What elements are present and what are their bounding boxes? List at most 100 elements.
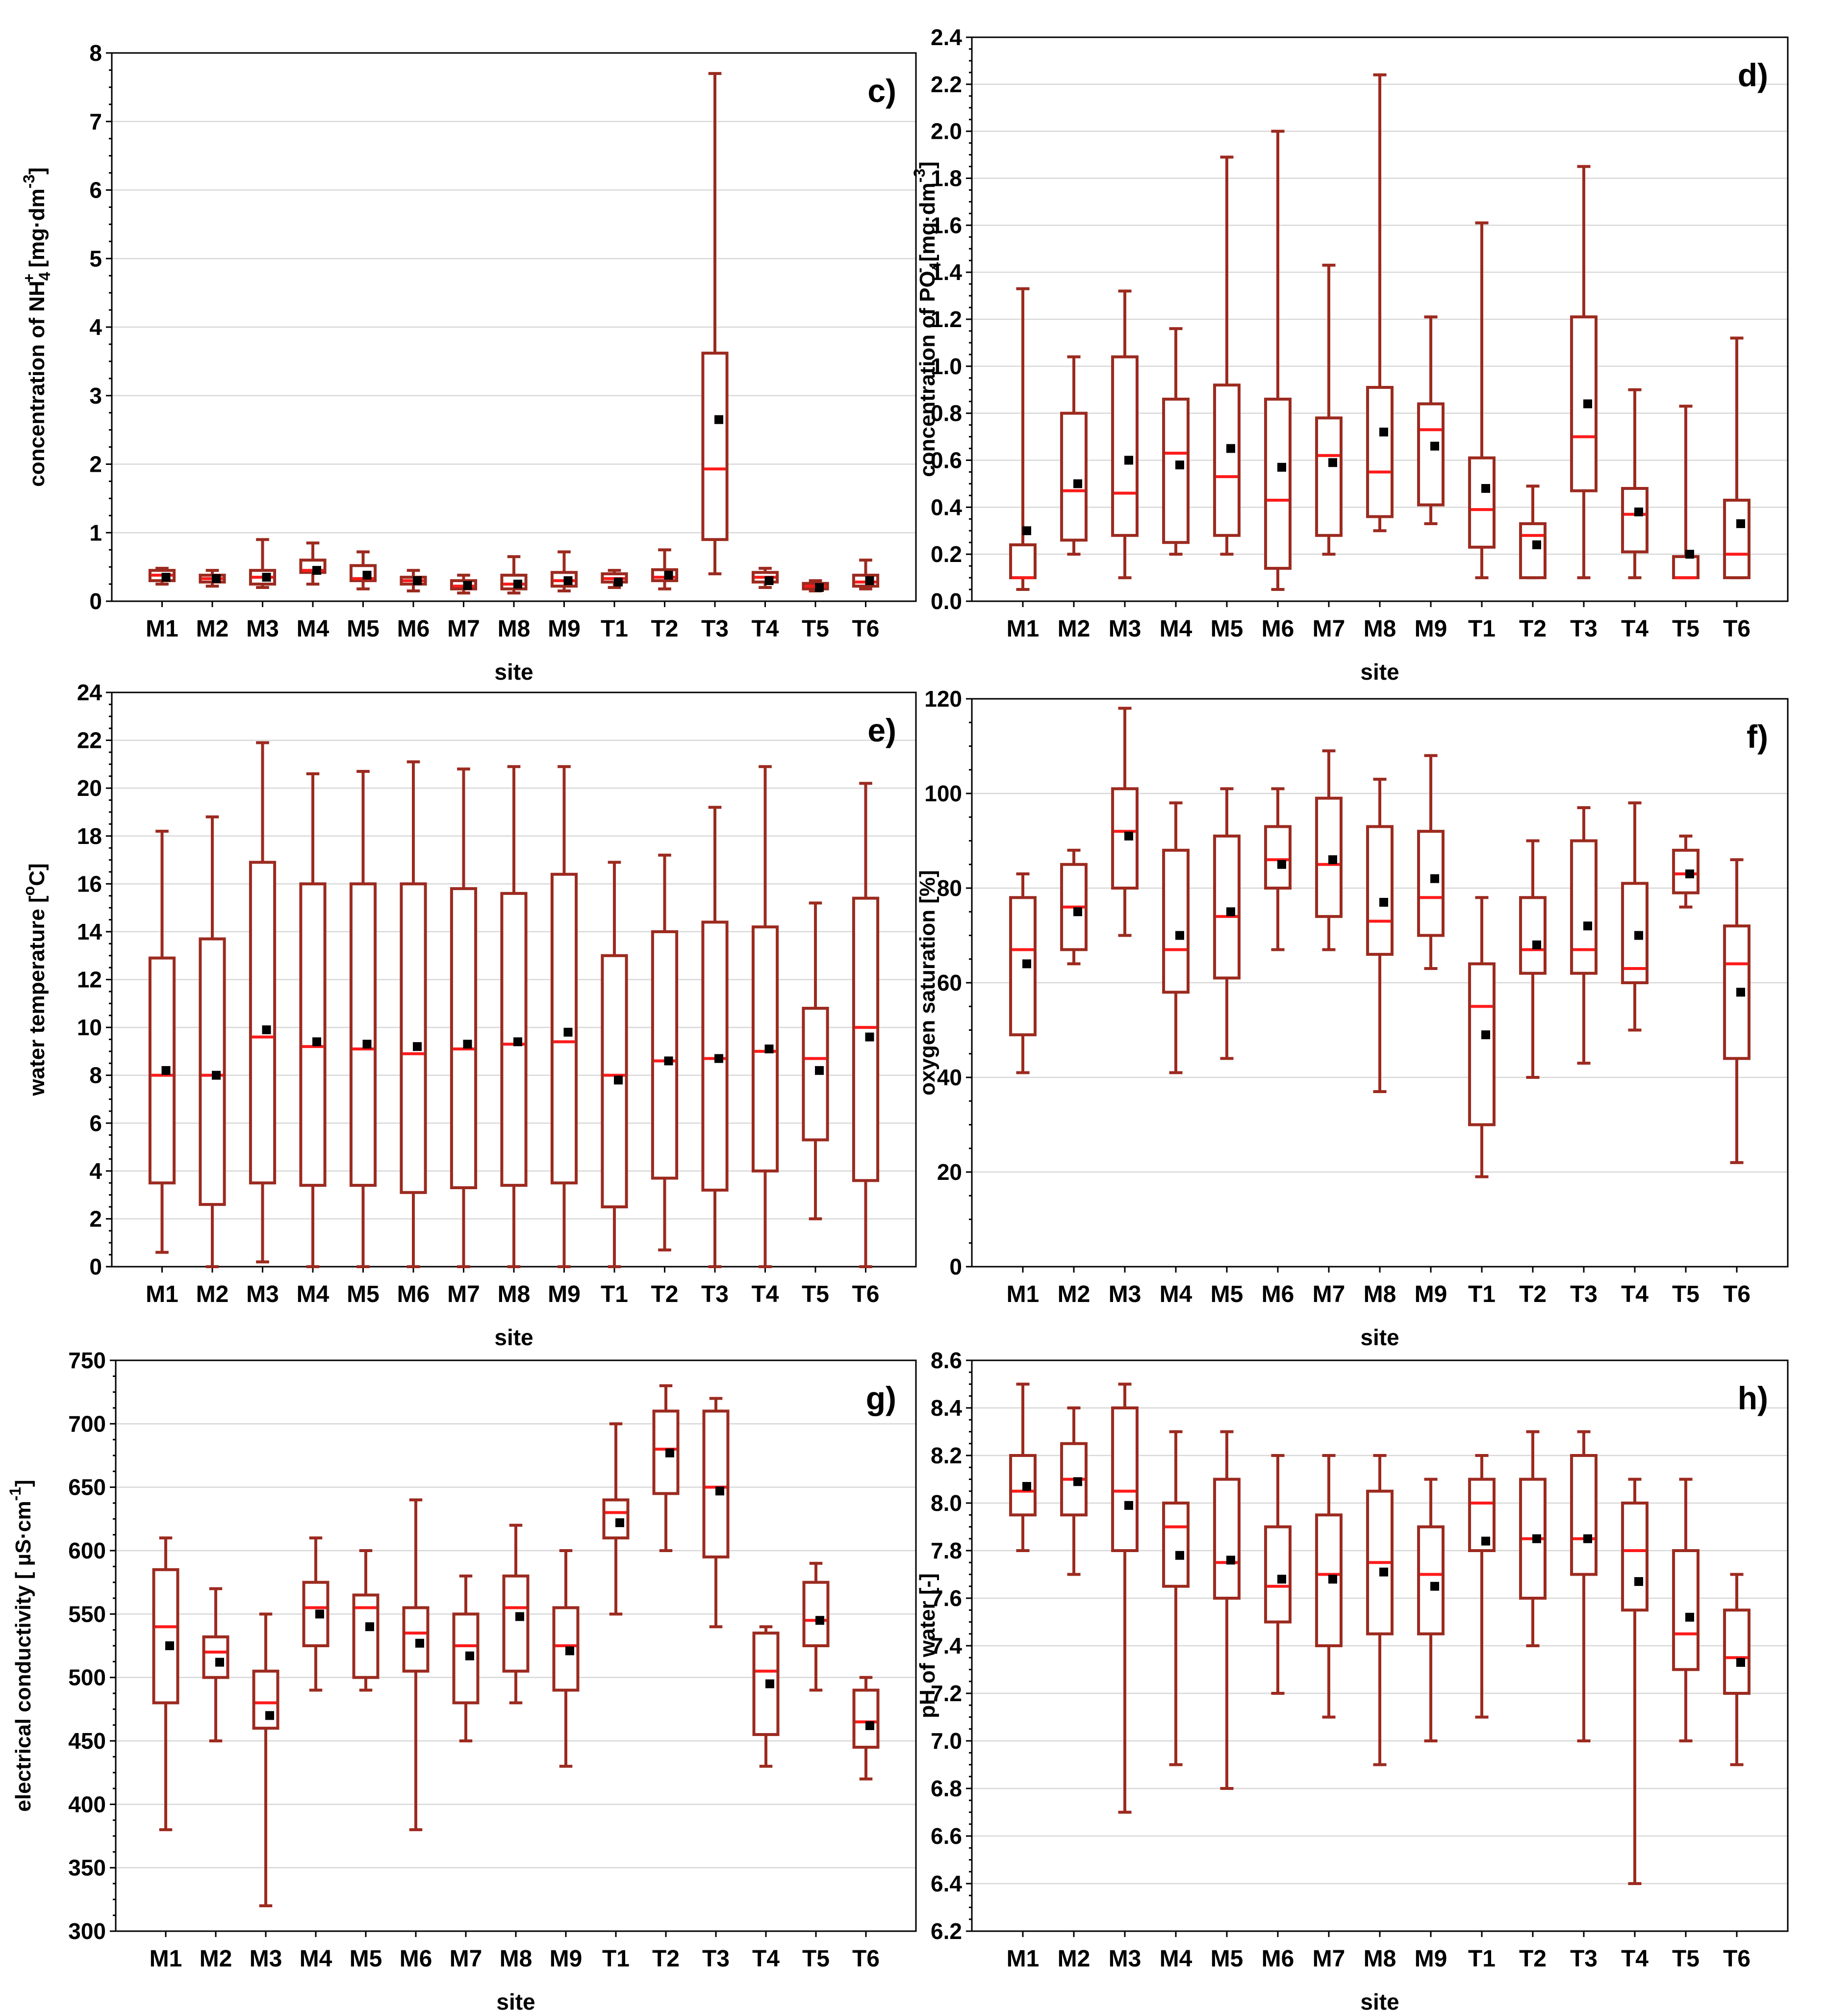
x-axis-title: site	[1360, 659, 1399, 685]
x-tick-label: T3	[1570, 1281, 1598, 1307]
x-tick-label: M7	[1313, 616, 1345, 642]
y-axis-title-part: -1	[6, 1487, 24, 1501]
box	[1723, 498, 1751, 580]
x-tick-label: M4	[297, 616, 330, 642]
x-tick-label: M1	[150, 1946, 182, 1972]
y-tick-label: 7.6	[931, 1585, 962, 1611]
y-tick-label: 4	[89, 1158, 102, 1184]
x-tick-label: M7	[447, 616, 480, 642]
mean-marker	[1022, 526, 1031, 536]
mean-marker	[212, 1071, 221, 1080]
y-tick-label: 2.0	[931, 119, 962, 144]
y-tick-label: 1.6	[931, 212, 962, 238]
box	[249, 861, 277, 1185]
box	[1468, 962, 1496, 1126]
mean-marker	[1634, 1577, 1643, 1586]
x-axis-title: site	[494, 1325, 533, 1350]
y-tick-label: 24	[77, 680, 102, 705]
box	[1264, 1525, 1292, 1624]
x-tick-label: T2	[1519, 616, 1547, 642]
y-tick-label: 2	[89, 1206, 102, 1231]
y-axis-title: concentration of NH4+ [mg·dm-3]	[20, 167, 53, 487]
x-tick-label: M3	[1109, 616, 1142, 642]
y-axis-title-part: [mg·dm	[915, 182, 939, 268]
y-tick-label: 6.2	[931, 1918, 962, 1944]
box	[1468, 456, 1496, 549]
mean-marker	[1685, 869, 1694, 879]
mean-marker	[161, 1066, 171, 1075]
y-axis-title-part: electrical conductivity [ µS·cm	[11, 1501, 35, 1812]
x-tick-label: T5	[1672, 1281, 1700, 1307]
y-tick-label: 350	[68, 1855, 106, 1881]
y-tick-label: 300	[68, 1918, 106, 1944]
panel-label: h)	[1738, 1380, 1768, 1416]
mean-marker	[1277, 860, 1286, 869]
box	[152, 1568, 179, 1705]
y-tick-label: 12	[77, 967, 102, 993]
y-tick-label: 6	[89, 178, 102, 203]
x-tick-label: T6	[852, 616, 879, 642]
mean-marker	[1430, 441, 1439, 451]
y-tick-label: 7.0	[931, 1728, 962, 1754]
x-axis-title: site	[1360, 1989, 1399, 2015]
mean-marker	[1328, 1575, 1337, 1584]
x-tick-label: T5	[802, 1946, 830, 1972]
mean-marker	[1634, 507, 1643, 516]
chart-panel-d: 0.0 0.2 0.4 0.6 0.8 1.0 1.2 1.4 1.6 1.8 2.0 2.2 2.4 M…	[911, 25, 1789, 685]
mean-marker	[1685, 550, 1694, 559]
mean-marker	[413, 1042, 422, 1051]
x-tick-label: M3	[246, 616, 279, 642]
mean-marker	[1175, 1551, 1184, 1560]
y-axis-title: water temperature [oC]	[20, 863, 49, 1096]
y-tick-label: 3	[89, 383, 102, 408]
x-tick-label: M6	[397, 1281, 430, 1307]
y-tick-label: 8.4	[931, 1395, 962, 1421]
y-tick-label: 6.8	[931, 1776, 962, 1801]
x-tick-label: T3	[702, 1946, 730, 1972]
mean-marker	[1226, 907, 1235, 917]
x-tick-label: M6	[1262, 1946, 1294, 1972]
mean-marker	[212, 574, 221, 583]
mean-marker	[1379, 1567, 1388, 1577]
x-tick-label: M5	[1211, 1946, 1243, 1972]
box	[1213, 1478, 1241, 1600]
x-tick-label: M8	[498, 616, 531, 642]
y-axis-title: pH of water [-]	[915, 1573, 939, 1718]
y-tick-label: 7.8	[931, 1538, 962, 1563]
box	[202, 1635, 229, 1679]
x-tick-label: M3	[246, 1281, 279, 1307]
y-tick-label: 20	[937, 1159, 962, 1185]
x-tick-label: T6	[852, 1281, 879, 1307]
mean-marker	[715, 1486, 724, 1496]
mean-marker	[664, 1056, 673, 1066]
y-axis-title-part: 4	[36, 272, 53, 281]
x-tick-label: M2	[1058, 1946, 1091, 1972]
panel-label: f)	[1747, 718, 1768, 755]
y-tick-label: 0.6	[931, 448, 962, 473]
y-tick-label: 5	[89, 246, 102, 271]
x-tick-label: M8	[1364, 1281, 1396, 1307]
mean-marker	[815, 583, 824, 592]
box	[802, 1581, 830, 1648]
y-axis-title-part: oxygen saturation [%]	[915, 870, 939, 1096]
box	[1111, 355, 1139, 537]
box	[450, 887, 478, 1189]
box	[1060, 411, 1088, 542]
x-tick-label: T2	[1519, 1281, 1547, 1307]
y-tick-label: 0.2	[931, 541, 962, 567]
x-tick-label: M1	[146, 616, 178, 642]
y-tick-label: 0	[949, 1254, 962, 1279]
x-tick-label: T6	[1723, 616, 1751, 642]
mean-marker	[614, 577, 623, 587]
mean-marker	[1532, 940, 1541, 949]
mean-marker	[315, 1609, 324, 1619]
x-tick-label: M2	[1058, 1281, 1091, 1307]
mean-marker	[563, 576, 573, 586]
mean-marker	[1481, 1030, 1490, 1040]
mean-marker	[463, 581, 472, 590]
x-tick-label: T5	[802, 1281, 829, 1307]
x-tick-label: T2	[651, 616, 678, 642]
box	[1417, 830, 1445, 937]
mean-marker	[764, 1044, 774, 1053]
